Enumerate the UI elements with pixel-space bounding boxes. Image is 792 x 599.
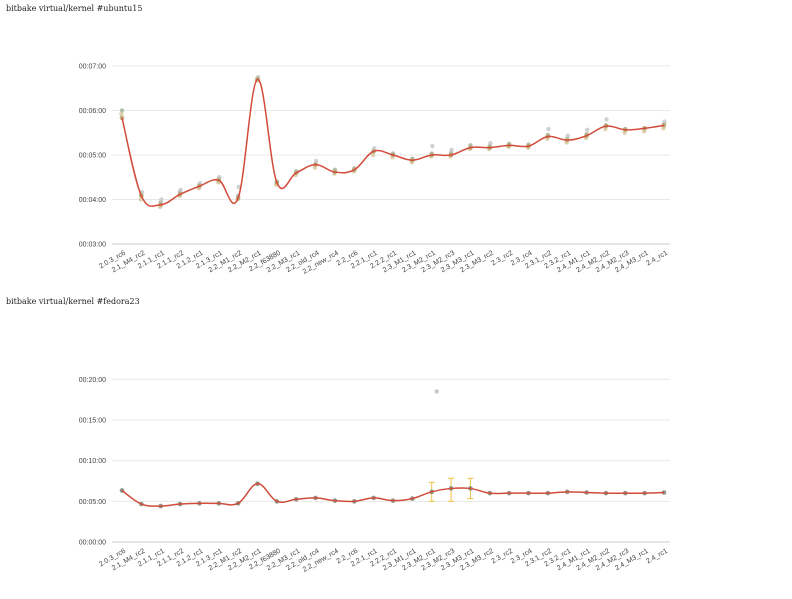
data-point [119, 108, 125, 113]
y-tick-label: 00:07:00 [79, 64, 106, 71]
data-point [565, 133, 571, 138]
x-tick-label: 2.4_rc1 [645, 250, 669, 268]
data-point [604, 117, 609, 122]
y-tick-label: 00:03:00 [79, 242, 106, 249]
y-tick-label: 00:05:00 [79, 153, 106, 160]
y-tick-label: 00:05:00 [79, 499, 106, 506]
series-line [121, 78, 665, 207]
data-point [159, 197, 164, 202]
chart-title-ubuntu15: bitbake virtual/kernel #ubuntu15 [6, 4, 143, 13]
x-tick-label: 2.4_rc1 [645, 548, 669, 566]
data-point [449, 147, 454, 153]
y-tick-label: 00:06:00 [79, 108, 106, 115]
y-tick-label: 00:00:00 [79, 540, 106, 547]
data-point [313, 158, 319, 164]
chart-ubuntu15: 00:03:00 00:04:00 00:05:00 00:06:00 00:07:00… [79, 64, 670, 276]
data-point [119, 112, 124, 117]
data-point [488, 140, 493, 146]
data-point [662, 119, 667, 124]
y-tick-label: 00:20:00 [79, 377, 106, 384]
y-tick-label: 00:10:00 [79, 458, 106, 465]
data-point [430, 143, 435, 149]
y-tick-label: 00:04:00 [79, 197, 106, 204]
series-line [121, 482, 665, 507]
chart-title-fedora23: bitbake virtual/kernel #fedora23 [6, 297, 140, 306]
data-point [370, 152, 376, 158]
data-point [584, 127, 590, 132]
outlier-point [434, 389, 439, 394]
data-point [546, 126, 551, 132]
y-tick-label: 00:15:00 [79, 417, 106, 424]
data-point [178, 187, 183, 193]
chart-fedora23: 00:00:00 00:05:00 00:10:00 00:15:00 00:20:00… [79, 377, 670, 574]
median-point [119, 115, 125, 121]
